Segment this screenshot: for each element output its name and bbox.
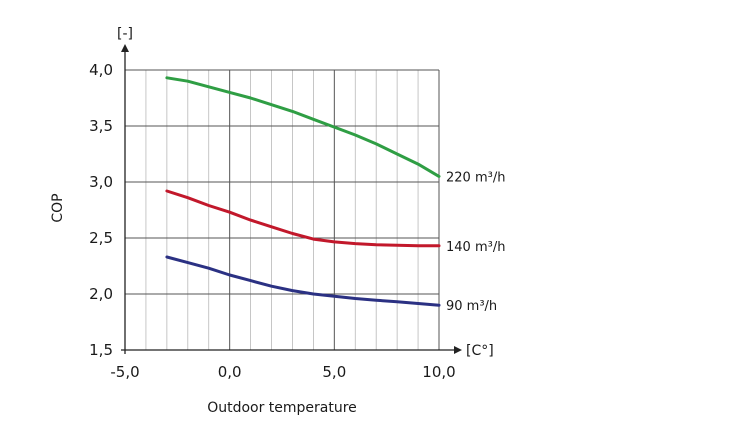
series-line (165, 76, 441, 178)
x-tick-label: 0,0 (218, 363, 242, 381)
series-label: 220 m³/h (446, 170, 505, 185)
x-tick-label: 5,0 (322, 363, 346, 381)
x-axis-label: Outdoor temperature (207, 400, 357, 416)
y-tick-label: 2,5 (89, 229, 113, 247)
y-axis-label: COP (50, 193, 66, 222)
minor-grid (145, 70, 419, 350)
y-tick-label: 3,0 (89, 173, 113, 191)
x-axis-unit: [C°] (466, 343, 494, 359)
series-label: 140 m³/h (446, 240, 505, 255)
y-tick-label: 3,5 (89, 117, 113, 135)
x-tick-label: -5,0 (110, 363, 139, 381)
y-tick-label: 1,5 (89, 341, 113, 359)
series-line (165, 189, 441, 248)
x-tick-label: 10,0 (422, 363, 455, 381)
x-axis-arrow (454, 346, 462, 354)
series-layer: 220 m³/h 140 m³/h 90 m³/h (165, 76, 505, 314)
y-axis-unit: [-] (117, 26, 133, 42)
y-tick-label: 2,0 (89, 285, 113, 303)
axes (121, 44, 462, 354)
y-tick-label: 4,0 (89, 61, 113, 79)
major-grid (125, 69, 440, 350)
series-line (165, 255, 441, 307)
series-label: 90 m³/h (446, 299, 497, 314)
y-axis-arrow (121, 44, 129, 52)
tick-labels: 1,5 2,0 2,5 3,0 3,5 4,0 -5,0 0,0 5,0 10,0 (89, 61, 456, 381)
